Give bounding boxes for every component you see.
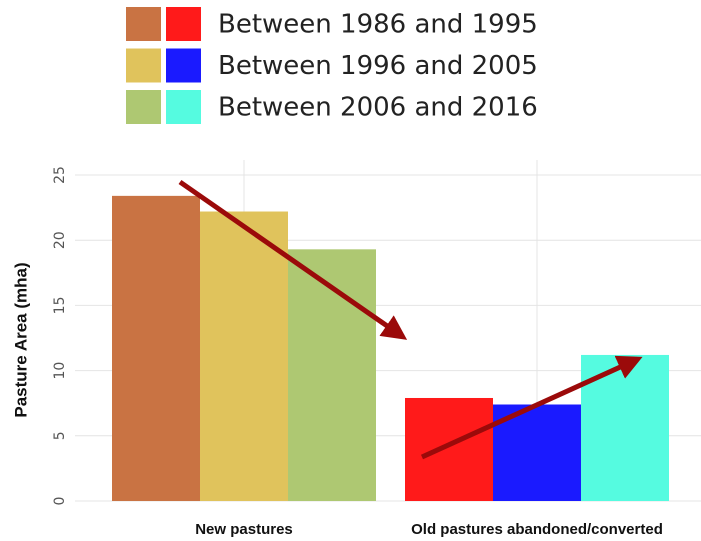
y-tick-label: 5 bbox=[52, 431, 68, 440]
y-tick-label: 10 bbox=[52, 362, 68, 380]
legend: Between 1986 and 1995 Between 1996 and 20… bbox=[126, 7, 538, 124]
legend-label: Between 2006 and 2016 bbox=[218, 93, 538, 123]
y-tick-label: 25 bbox=[52, 166, 68, 184]
legend-swatch bbox=[126, 90, 161, 124]
trend-arrow bbox=[420, 355, 643, 460]
legend-label: Between 1996 and 2005 bbox=[218, 51, 538, 81]
legend-swatch bbox=[166, 90, 201, 124]
bar bbox=[405, 397, 493, 501]
trend-arrow bbox=[178, 179, 408, 340]
legend-swatch bbox=[126, 48, 161, 83]
legend-swatch bbox=[166, 7, 201, 41]
bars bbox=[112, 195, 669, 501]
labels: 0 5 10 15 20 25 New pastures Old pastures aband… bbox=[52, 166, 663, 538]
y-tick-label: 0 bbox=[52, 497, 68, 506]
bar bbox=[200, 211, 288, 501]
y-axis-label: Pasture Area (mha) bbox=[11, 262, 30, 417]
x-tick-label: New pastures bbox=[195, 521, 293, 538]
y-tick-label: 20 bbox=[52, 231, 68, 249]
legend-swatch bbox=[126, 7, 161, 41]
y-tick-label: 15 bbox=[52, 296, 68, 314]
bar bbox=[112, 195, 200, 501]
bar bbox=[288, 249, 376, 501]
legend-swatch bbox=[166, 48, 201, 83]
x-tick-label: Old pastures abandoned/converted bbox=[411, 521, 663, 538]
legend-label: Between 1986 and 1995 bbox=[218, 10, 538, 40]
